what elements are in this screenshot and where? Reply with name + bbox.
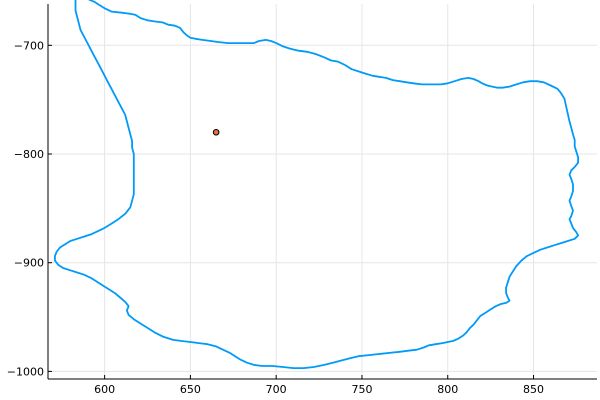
y-tick-label-2: −900 <box>14 257 44 270</box>
x-tick-label-4: 800 <box>437 383 458 396</box>
x-tick-label-1: 650 <box>180 383 201 396</box>
outline-series-line <box>54 0 579 369</box>
series-layer <box>54 0 579 369</box>
y-tick-label-0: −700 <box>14 39 44 52</box>
tick-layer: 600 650 700 750 800 850 −700 −800 −900 −1000 <box>7 39 544 396</box>
x-tick-label-0: 600 <box>94 383 115 396</box>
y-tick-label-1: −800 <box>14 148 44 161</box>
x-tick-label-3: 750 <box>351 383 372 396</box>
scatter-point-0 <box>212 128 220 136</box>
x-tick-label-2: 700 <box>266 383 287 396</box>
axis-layer <box>47 4 597 380</box>
y-tick-label-3: −1000 <box>7 365 44 378</box>
x-tick-label-5: 850 <box>523 383 544 396</box>
grid-layer <box>48 4 597 379</box>
